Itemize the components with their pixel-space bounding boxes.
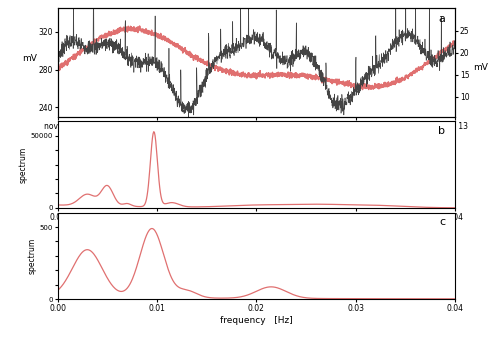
Y-axis label: mV: mV [473, 63, 488, 72]
X-axis label: frequency   [Hz]: frequency [Hz] [220, 316, 292, 325]
Y-axis label: mV: mV [22, 53, 37, 63]
Text: b: b [438, 126, 445, 136]
Y-axis label: spectrum: spectrum [18, 146, 28, 183]
Text: c: c [439, 217, 445, 227]
Y-axis label: spectrum: spectrum [28, 238, 36, 274]
Text: a: a [438, 14, 445, 24]
